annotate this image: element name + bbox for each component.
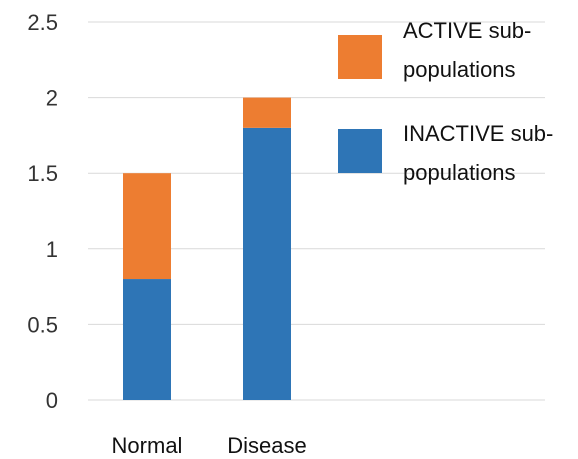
legend-label-inactive-line1: INACTIVE sub- <box>403 121 553 146</box>
x-category-label-normal: Normal <box>112 433 183 458</box>
legend-label-active-line1: ACTIVE sub- <box>403 18 531 43</box>
y-tick-label: 2 <box>46 86 58 111</box>
y-axis-tick-labels: 0 0.5 1 1.5 2 2.5 <box>27 10 58 413</box>
bars <box>123 97 291 400</box>
bar-normal-inactive <box>123 279 171 400</box>
y-tick-label: 2.5 <box>27 10 58 35</box>
y-tick-label: 1.5 <box>27 161 58 186</box>
legend-swatch-active <box>338 35 382 79</box>
y-tick-label: 1 <box>46 237 58 262</box>
legend-label-active-line2: populations <box>403 57 516 82</box>
legend: ACTIVE sub-populations INACTIVE sub-popul… <box>338 18 553 185</box>
bar-normal-active <box>123 173 171 280</box>
legend-label-inactive-line2: populations <box>403 160 516 185</box>
y-tick-label: 0.5 <box>27 312 58 337</box>
legend-swatch-inactive <box>338 129 382 173</box>
bar-disease-inactive <box>243 127 291 400</box>
x-axis-category-labels: Normal Disease <box>112 433 307 458</box>
x-category-label-disease: Disease <box>227 433 306 458</box>
y-tick-label: 0 <box>46 388 58 413</box>
bar-disease-active <box>243 97 291 128</box>
